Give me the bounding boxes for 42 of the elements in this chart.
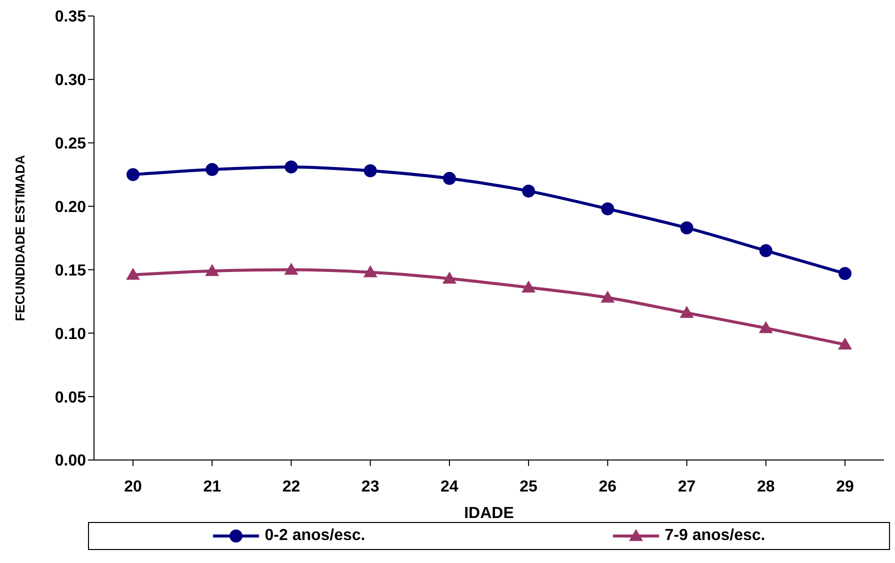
x-axis-title: IDADE [464,505,514,522]
point [601,202,614,216]
y-axis-title: FECUNDIDADE ESTIMADA [12,154,28,322]
x-tick-label: 28 [756,478,775,496]
point [522,184,536,198]
y-tick-label: 0.30 [54,72,86,90]
x-tick-label: 24 [440,478,458,496]
point [758,321,773,334]
point [206,162,219,176]
point [442,172,456,185]
point [838,338,852,350]
x-tick-label: 23 [361,478,380,496]
y-tick-label: 0.35 [54,8,86,26]
y-tick-label: 0.25 [54,136,86,153]
point [680,221,694,234]
legend-label: 0-2 anos/esc. [264,527,366,545]
point [522,280,536,292]
x-tick-label: 21 [203,478,222,496]
y-tick-label: 0.05 [54,389,86,406]
x-tick-label: 20 [124,478,142,496]
point [126,168,140,182]
x-tick-label: 29 [836,478,854,496]
x-tick-label: 25 [520,478,538,496]
point [284,160,298,174]
x-tick-label: 22 [282,478,300,496]
y-tick-label: 0.00 [54,452,86,470]
y-tick-label: 0.20 [54,198,86,216]
legend-label: 7-9 anos/esc. [664,527,766,545]
point [838,267,852,280]
point [600,290,615,303]
y-tick-label: 0.10 [54,326,86,343]
point [363,265,378,278]
point [680,306,694,318]
point [205,264,220,276]
point [126,268,140,280]
y-tick-label: 0.15 [54,262,86,280]
point [759,244,772,258]
point [442,272,456,284]
x-tick-label: 27 [678,478,696,496]
x-tick-label: 26 [598,478,617,496]
point [364,164,377,178]
point [284,262,298,275]
